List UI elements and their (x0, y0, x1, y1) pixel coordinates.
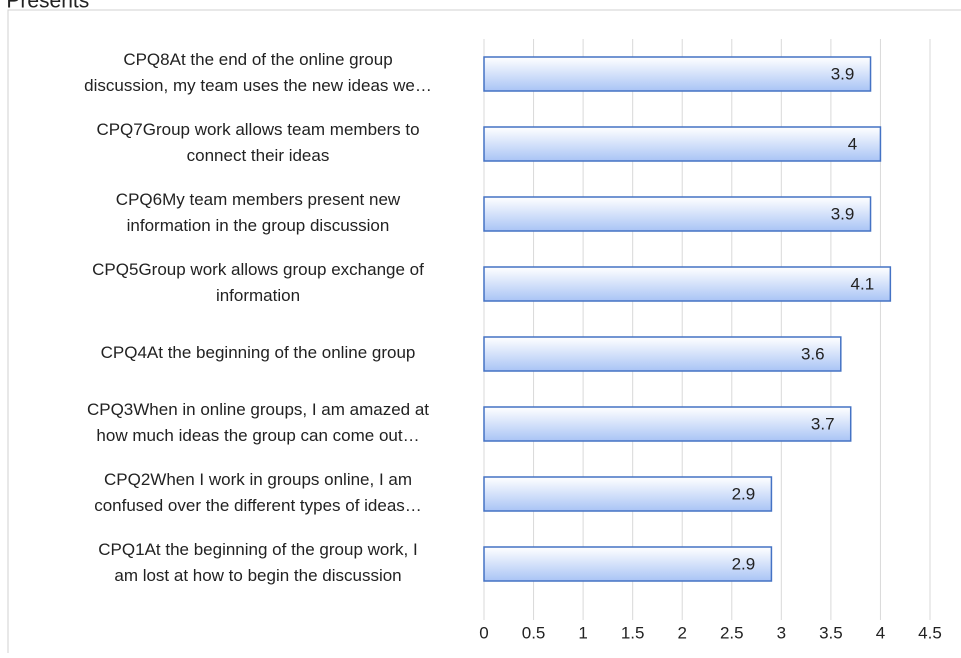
y-tick-label: CPQ3When in online groups, I am amazed a… (87, 400, 429, 445)
y-tick-label: CPQ6My team members present new informati… (116, 190, 401, 235)
bar (483, 406, 852, 442)
value-label: 3.9 (831, 64, 855, 83)
value-label: 2.9 (732, 484, 756, 503)
value-label: 4 (848, 134, 857, 153)
y-tick-label: CPQ4At the beginning of the online group (101, 343, 416, 362)
y-tick-label: CPQ7Group work allows team members to con… (96, 120, 419, 165)
bar (483, 56, 872, 92)
x-tick-label: 2.5 (720, 623, 744, 642)
x-tick-label: 0.5 (522, 623, 546, 642)
x-tick-label: 0 (479, 623, 488, 642)
x-tick-label: 4 (876, 623, 885, 642)
y-tick-label: CPQ5Group work allows group exchange of i… (92, 260, 424, 305)
value-label: 3.9 (831, 204, 855, 223)
x-tick-label: 4.5 (918, 623, 942, 642)
bar (483, 196, 872, 232)
bar (483, 476, 773, 512)
chart-title: s Presents (0, 0, 89, 13)
x-tick-label: 3.5 (819, 623, 843, 642)
y-tick-label: CPQ1At the beginning of the group work, … (98, 540, 417, 585)
x-tick-label: 3 (777, 623, 786, 642)
x-tick-label: 2 (677, 623, 686, 642)
y-tick-label: CPQ2When I work in groups online, I am co… (94, 470, 422, 515)
bar (483, 126, 882, 162)
y-tick-label: CPQ8At the end of the online group discus… (84, 50, 432, 95)
x-tick-label: 1 (578, 623, 587, 642)
bar (483, 546, 773, 582)
x-tick-label: 1.5 (621, 623, 645, 642)
value-label: 3.7 (811, 414, 835, 433)
bar (483, 266, 892, 302)
value-label: 2.9 (732, 554, 756, 573)
bar (483, 336, 842, 372)
value-label: 4.1 (851, 274, 875, 293)
value-label: 3.6 (801, 344, 825, 363)
